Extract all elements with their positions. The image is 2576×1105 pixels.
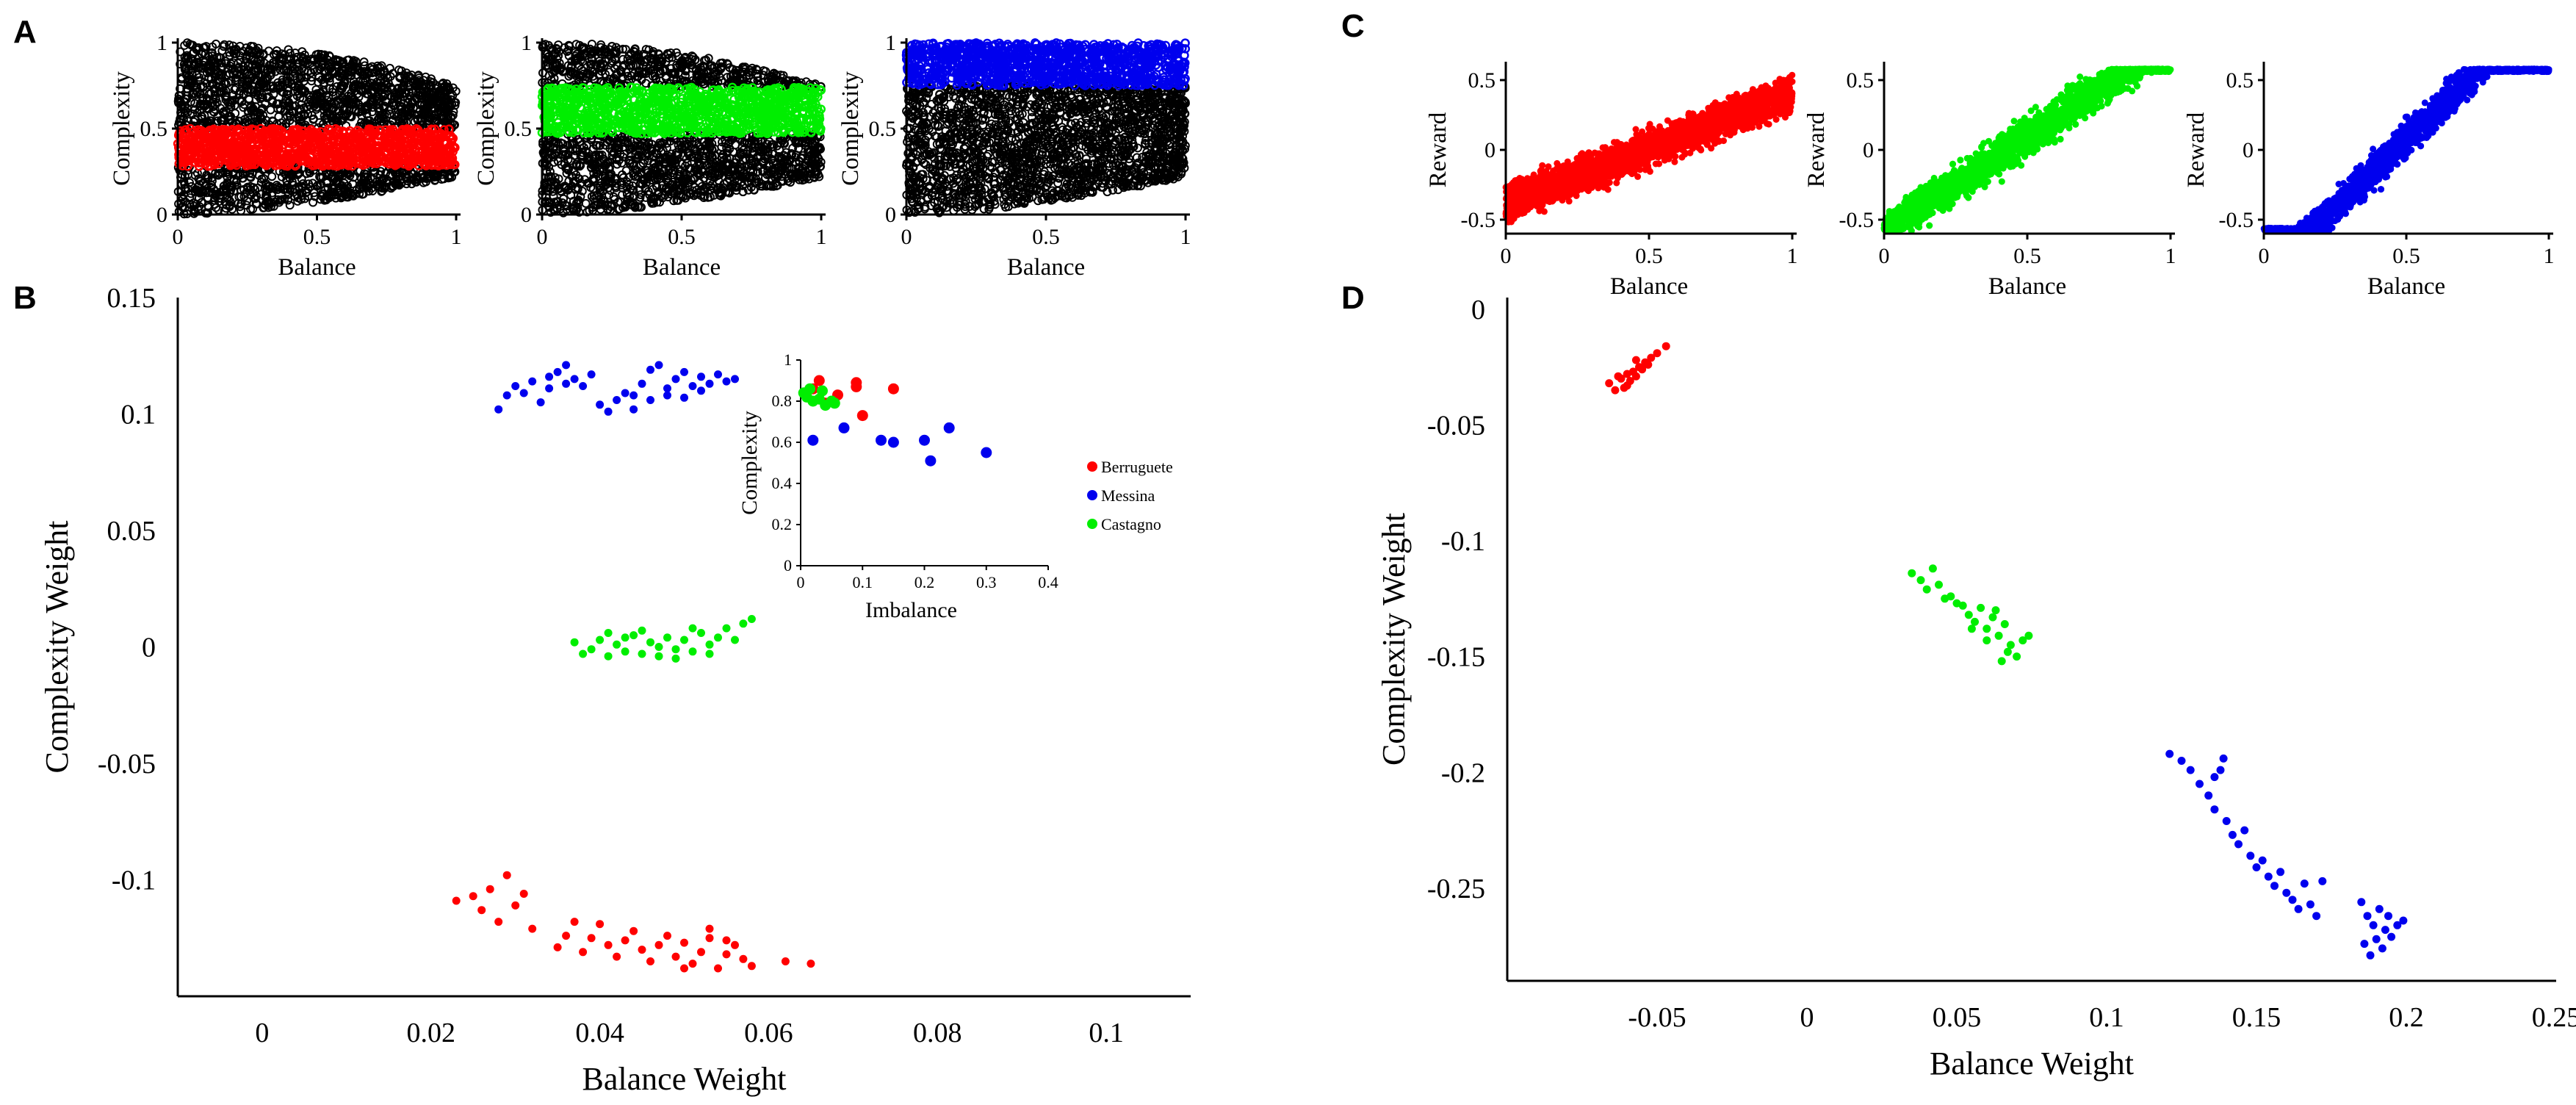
- x-tick-label: 0.5: [303, 225, 331, 249]
- x-tick-label: 1: [451, 225, 462, 249]
- x-tick-label: 0: [173, 225, 184, 249]
- data-point: [348, 179, 358, 189]
- data-point: [378, 187, 387, 195]
- data-point: [180, 52, 190, 62]
- data-point: [194, 174, 203, 184]
- y-tick-label: 0.5: [140, 117, 168, 141]
- data-point: [219, 42, 228, 51]
- a-subplot-1: 0 0.5 1 0 0.5 1 Balance Complexity: [109, 31, 462, 281]
- data-point: [359, 57, 369, 67]
- panel-letter-c: C: [1341, 8, 1365, 44]
- data-point: [225, 51, 234, 60]
- panel-letter-b: B: [13, 280, 37, 316]
- data-point: [267, 172, 277, 181]
- data-point: [581, 198, 591, 208]
- panel-letter-d: D: [1341, 280, 1365, 316]
- data-point: [382, 71, 392, 80]
- a-subplot-1-cloud: [173, 38, 461, 219]
- data-point: [185, 178, 194, 187]
- data-point: [254, 54, 264, 64]
- y-tick-label: 0: [156, 203, 167, 227]
- data-point: [225, 202, 234, 212]
- data-point: [284, 195, 292, 205]
- data-point: [240, 115, 250, 124]
- x-axis-label: Balance: [278, 254, 356, 281]
- panel-letter-a: A: [13, 14, 37, 50]
- data-point: [220, 197, 230, 206]
- data-point: [309, 198, 318, 207]
- y-tick-label: 1: [156, 31, 167, 55]
- a-subplot-2-cloud: [537, 40, 826, 217]
- data-point: [266, 105, 275, 115]
- data-point: [190, 98, 200, 108]
- y-axis-label: Complexity: [109, 71, 135, 186]
- data-point: [291, 73, 300, 83]
- data-point: [183, 104, 192, 113]
